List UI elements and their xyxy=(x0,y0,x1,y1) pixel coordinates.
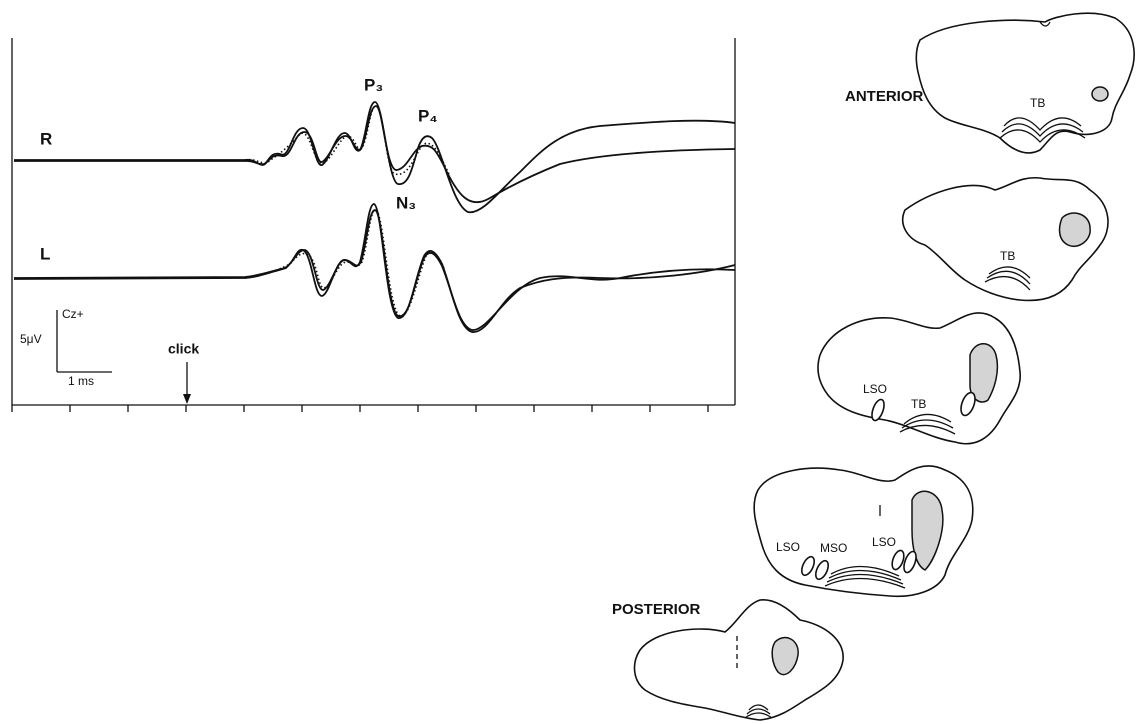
trace-r-1 xyxy=(14,102,735,212)
trace-r-2 xyxy=(14,106,735,202)
figure: R L P₃ P₄ N₃ Cz+ 5μV 1 ms click TB ANTER… xyxy=(0,0,1140,724)
peak-label: P₄ xyxy=(418,106,437,125)
structure-label: TB xyxy=(1030,96,1045,110)
waveform-panel: R L P₃ P₄ N₃ Cz+ 5μV 1 ms click xyxy=(12,38,735,412)
calibration-label: 5μV xyxy=(20,332,42,346)
structure-label: LSO xyxy=(863,382,887,396)
structure-label: TB xyxy=(1000,249,1015,263)
trace-l-dotted xyxy=(245,210,444,316)
trace-l-2 xyxy=(14,210,735,330)
lesion xyxy=(1060,213,1091,246)
trace-label: R xyxy=(40,129,52,148)
lesion xyxy=(1092,87,1108,101)
peak-label: N₃ xyxy=(396,193,416,212)
section-title: POSTERIOR xyxy=(612,601,701,618)
structure-label: MSO xyxy=(820,541,847,555)
stimulus-label: click xyxy=(168,341,199,357)
structure-label: LSO xyxy=(776,540,800,554)
brain-sections: TB ANTERIOR TB LSO TB LSO MSO LSO POSTER… xyxy=(612,13,1134,720)
structure-label: LSO xyxy=(872,535,896,549)
stimulus-arrowhead xyxy=(183,394,191,404)
trace-l-1 xyxy=(14,204,735,332)
section-outline xyxy=(916,13,1134,153)
calibration-label: 1 ms xyxy=(68,374,94,388)
section-title: ANTERIOR xyxy=(845,88,924,105)
trace-label: L xyxy=(40,244,50,263)
peak-label: P₃ xyxy=(364,75,383,94)
calibration-label: Cz+ xyxy=(62,307,84,321)
structure-label: TB xyxy=(911,397,926,411)
time-ticks xyxy=(12,405,708,412)
